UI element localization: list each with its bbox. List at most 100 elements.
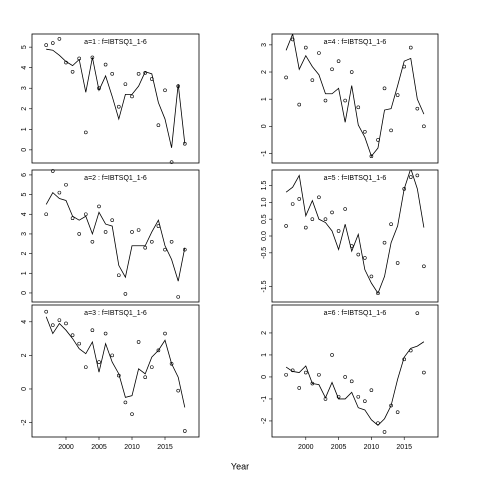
- point: [150, 365, 154, 369]
- point: [323, 98, 328, 103]
- x-tick-label: 2015: [157, 444, 173, 451]
- y-tick-label: 1: [261, 97, 268, 101]
- panel: a=3 : f=IBTSQ1_1-6 -2 0 2 4 2000 2005 2010 2015: [21, 304, 200, 451]
- point: [343, 375, 347, 379]
- y-tick-label: 0.5: [261, 214, 268, 224]
- point: [330, 67, 334, 72]
- point: [83, 130, 88, 135]
- point: [83, 212, 88, 217]
- point: [310, 217, 315, 221]
- y-tick-label: 4: [21, 66, 28, 70]
- line: [285, 170, 425, 295]
- point: [363, 256, 367, 260]
- point: [64, 321, 68, 326]
- point: [117, 273, 121, 278]
- y-tick-label: 0: [21, 291, 28, 295]
- point: [57, 37, 62, 41]
- y-tick-label: 2: [21, 252, 28, 256]
- line: [285, 34, 425, 158]
- point: [150, 240, 154, 244]
- point: [176, 84, 181, 88]
- point: [176, 295, 181, 299]
- point: [330, 210, 334, 215]
- point: [44, 212, 48, 217]
- point: [408, 45, 413, 50]
- point: [336, 394, 341, 399]
- line: [285, 341, 425, 426]
- point: [64, 182, 68, 187]
- point: [422, 370, 426, 375]
- point: [176, 388, 181, 393]
- point: [169, 361, 174, 366]
- point: [323, 217, 328, 221]
- point: [64, 60, 68, 65]
- point: [382, 430, 387, 434]
- point: [356, 394, 361, 399]
- y-tick-label: 2: [21, 107, 28, 111]
- panel: a=2 : f=IBTSQ1_1-6 0 1 2 3 4 5 6: [21, 169, 200, 303]
- y-tick-label: 5: [21, 193, 28, 197]
- panel-frame: [31, 169, 200, 303]
- point: [369, 274, 374, 279]
- y-tick-label: 1: [21, 127, 28, 131]
- y-tick-label: 0.0: [261, 231, 268, 241]
- point: [163, 88, 167, 93]
- point: [284, 224, 288, 228]
- point: [117, 373, 121, 378]
- point: [70, 69, 75, 74]
- point: [382, 86, 387, 91]
- y-tick-label: 5: [21, 45, 28, 49]
- line: [45, 316, 186, 408]
- x-tick-label: 2005: [331, 444, 347, 451]
- point: [284, 372, 288, 377]
- point: [90, 240, 95, 244]
- point: [130, 230, 134, 234]
- point: [349, 379, 354, 384]
- point: [290, 202, 295, 206]
- point: [303, 225, 308, 230]
- point: [123, 82, 128, 86]
- point: [103, 230, 108, 234]
- y-tick-label: 4: [21, 320, 28, 324]
- point: [136, 72, 141, 76]
- point: [369, 388, 374, 392]
- point: [395, 410, 400, 414]
- panel: a=1 : f=IBTSQ1_1-6 0 1 2 3 4 5: [21, 33, 200, 164]
- point: [330, 353, 334, 357]
- point: [50, 41, 55, 45]
- point: [343, 207, 347, 211]
- y-tick-label: 2: [261, 70, 268, 74]
- point: [130, 412, 134, 416]
- point: [349, 244, 354, 248]
- point: [70, 216, 75, 220]
- point: [317, 372, 321, 377]
- point: [90, 328, 95, 332]
- point: [376, 138, 380, 142]
- point: [290, 368, 295, 373]
- point: [57, 190, 62, 195]
- point: [123, 292, 128, 296]
- y-tick-label: -2: [21, 419, 28, 425]
- panel-title: a=4 : f=IBTSQ1_1-6: [324, 39, 387, 46]
- point: [169, 160, 174, 164]
- point: [284, 75, 288, 80]
- y-tick-label: 3: [261, 43, 268, 47]
- point: [183, 247, 187, 252]
- point: [395, 93, 400, 97]
- point: [310, 381, 315, 386]
- point: [297, 197, 302, 201]
- point: [90, 55, 95, 60]
- point: [422, 124, 426, 129]
- y-tick-label: 0: [261, 124, 268, 128]
- point: [408, 175, 413, 179]
- line: [45, 191, 186, 282]
- point: [143, 245, 148, 250]
- point: [376, 291, 380, 296]
- point: [77, 56, 81, 61]
- point: [103, 62, 108, 67]
- y-tick-label: -1.5: [261, 280, 268, 292]
- point: [110, 72, 114, 76]
- point: [44, 43, 48, 47]
- point: [183, 141, 187, 146]
